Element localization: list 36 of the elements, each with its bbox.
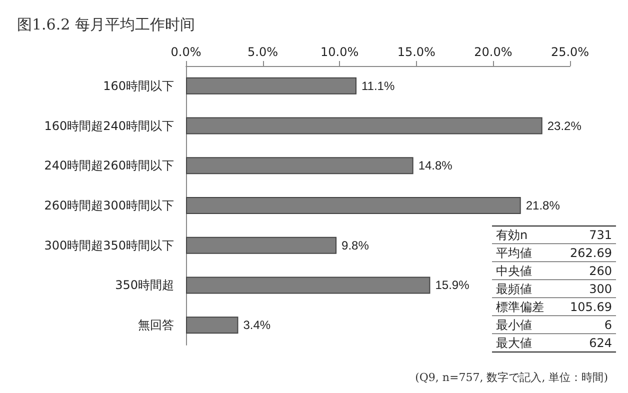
- y-tick-label: 無回答: [138, 318, 174, 332]
- annotation: 最小値: [496, 318, 532, 332]
- data-label: 11.1%: [361, 78, 395, 93]
- data-label: 21.8%: [526, 198, 560, 212]
- data-label: 3.4%: [243, 318, 271, 332]
- y-tick-label: 350時間超: [115, 278, 174, 292]
- text: 624: [589, 336, 612, 350]
- annotation: 262.69: [570, 246, 612, 260]
- annotation: 105.69: [570, 300, 612, 314]
- y-tick-label: 160時間超240時間以下: [44, 118, 174, 133]
- chart-title: 图1.6.2 每月平均工作时间: [17, 16, 195, 34]
- annotation: 有効n: [496, 228, 528, 242]
- annotation: 最頻値: [496, 282, 532, 296]
- data-label: 14.8%: [418, 158, 453, 173]
- y-tick-label: 240時間超260時間以下: [44, 158, 174, 173]
- text: (Q9, n=757, 数字で記入, 単位：時間): [415, 371, 608, 384]
- annotation: 平均値: [496, 246, 532, 260]
- y-tick-label: 260時間超300時間以下: [44, 198, 174, 212]
- data-label: 9.8%: [342, 238, 370, 252]
- text: 260: [589, 264, 612, 278]
- x-tick-label: 0.0%: [170, 45, 202, 59]
- x-tick-label: 5.0%: [248, 45, 278, 59]
- x-tick-label: 25.0%: [550, 45, 590, 59]
- text: 731: [589, 228, 612, 242]
- text: 300: [589, 282, 612, 296]
- data-label: 15.9%: [435, 278, 470, 292]
- y-tick-label: 160時間以下: [103, 78, 174, 93]
- annotation: 最大値: [496, 336, 532, 350]
- x-tick-label: 10.0%: [320, 45, 359, 59]
- x-tick-label: 15.0%: [397, 45, 436, 59]
- x-tick-label: 20.0%: [474, 45, 512, 59]
- text: 6: [604, 318, 612, 332]
- annotation: 標準偏差: [496, 300, 544, 314]
- y-tick-label: 300時間超350時間以下: [44, 238, 174, 252]
- data-label: 23.2%: [547, 118, 582, 133]
- annotation: 中央値: [496, 264, 532, 278]
